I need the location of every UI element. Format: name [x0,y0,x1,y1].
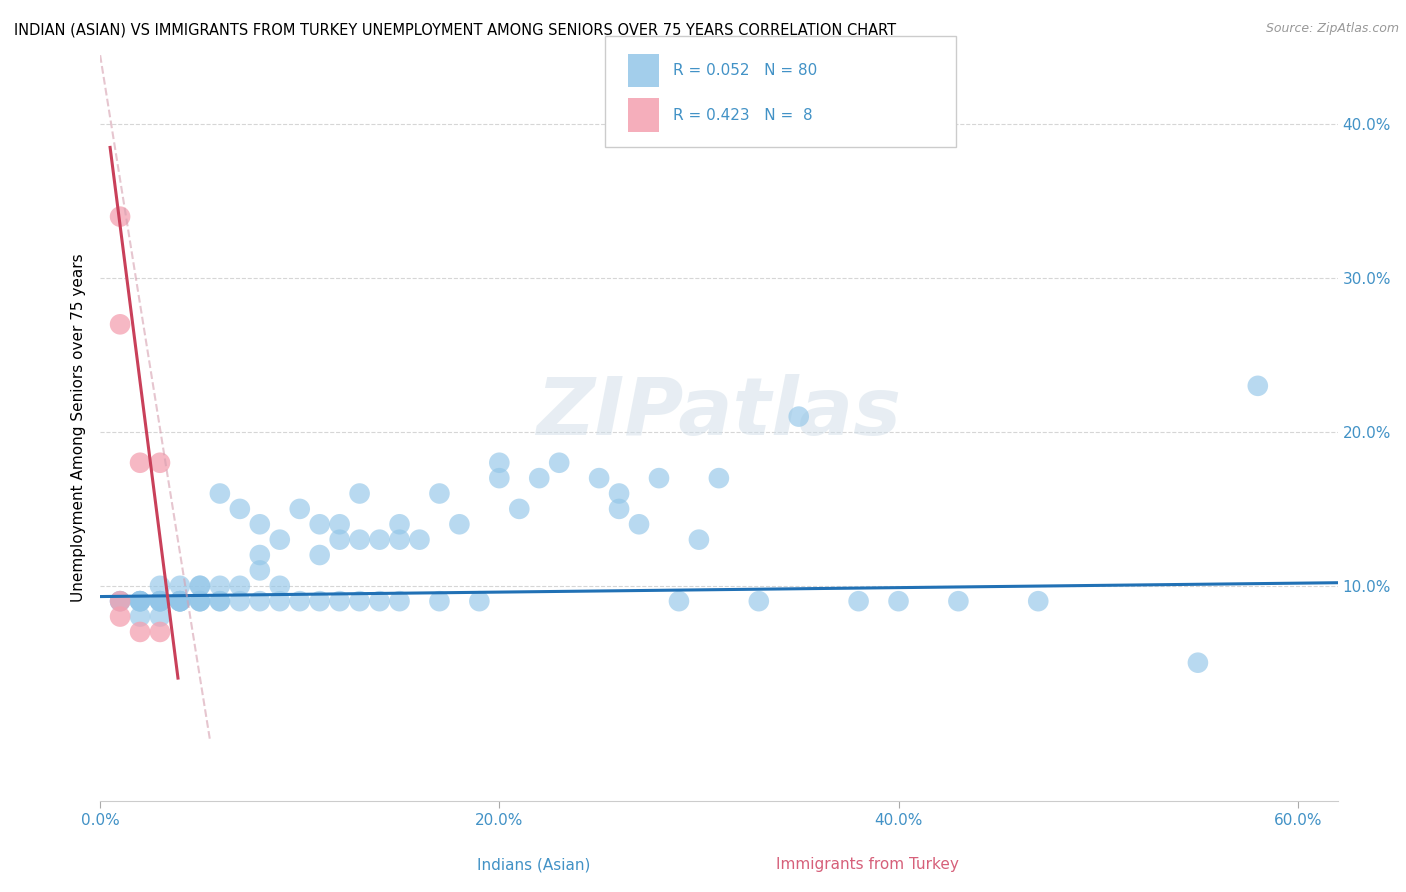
Point [269,533,291,547]
Point [149,579,172,593]
Point [368,533,391,547]
Point [408,533,430,547]
Point [129,594,152,608]
Point [707,471,730,485]
Text: R = 0.423   N =  8: R = 0.423 N = 8 [673,108,813,122]
Point [488,456,510,470]
Point [329,517,352,532]
Point [388,594,411,608]
Point [848,594,870,608]
Point [449,517,471,532]
Point [1247,379,1270,393]
Point [149,594,172,608]
Point [229,502,252,516]
Point [1026,594,1049,608]
Point [249,517,271,532]
Point [229,594,252,608]
Text: INDIAN (ASIAN) VS IMMIGRANTS FROM TURKEY UNEMPLOYMENT AMONG SENIORS OVER 75 YEAR: INDIAN (ASIAN) VS IMMIGRANTS FROM TURKEY… [14,22,896,37]
Point [208,594,231,608]
Point [208,594,231,608]
Point [429,486,451,500]
Point [607,502,630,516]
Point [429,594,451,608]
Point [269,594,291,608]
Point [269,579,291,593]
Point [1187,656,1209,670]
Point [308,517,330,532]
Text: Source: ZipAtlas.com: Source: ZipAtlas.com [1265,22,1399,36]
Point [149,594,172,608]
Text: Immigrants from Turkey: Immigrants from Turkey [776,857,959,872]
Point [787,409,810,424]
Point [188,579,211,593]
Point [108,609,131,624]
Point [229,579,252,593]
Text: R = 0.052   N = 80: R = 0.052 N = 80 [673,63,818,78]
Point [668,594,690,608]
Point [468,594,491,608]
Point [308,594,330,608]
Point [188,594,211,608]
Point [129,456,152,470]
Point [308,548,330,562]
Point [169,594,191,608]
Point [129,609,152,624]
Y-axis label: Unemployment Among Seniors over 75 years: Unemployment Among Seniors over 75 years [72,254,86,602]
Point [249,548,271,562]
Point [129,624,152,639]
Point [108,210,131,224]
Point [329,533,352,547]
Point [188,594,211,608]
Point [607,486,630,500]
Point [688,533,710,547]
Point [329,594,352,608]
Point [349,594,371,608]
Text: Indians (Asian): Indians (Asian) [477,857,591,872]
Point [288,502,311,516]
Text: ZIPatlas: ZIPatlas [536,375,901,452]
Point [948,594,970,608]
Point [149,624,172,639]
Point [648,471,671,485]
Point [368,594,391,608]
Point [208,579,231,593]
Point [288,594,311,608]
Point [129,594,152,608]
Point [208,486,231,500]
Point [129,594,152,608]
Point [548,456,571,470]
Point [169,594,191,608]
Point [108,594,131,608]
Point [388,533,411,547]
Point [748,594,770,608]
Point [349,486,371,500]
Point [108,318,131,332]
Point [169,594,191,608]
Point [488,471,510,485]
Point [108,594,131,608]
Point [887,594,910,608]
Point [508,502,530,516]
Point [169,594,191,608]
Point [349,533,371,547]
Point [188,579,211,593]
Point [149,594,172,608]
Point [188,594,211,608]
Point [529,471,551,485]
Point [129,594,152,608]
Point [169,579,191,593]
Point [249,594,271,608]
Point [388,517,411,532]
Point [149,456,172,470]
Point [249,563,271,577]
Point [149,594,172,608]
Point [628,517,651,532]
Point [169,594,191,608]
Point [588,471,610,485]
Point [149,609,172,624]
Point [108,594,131,608]
